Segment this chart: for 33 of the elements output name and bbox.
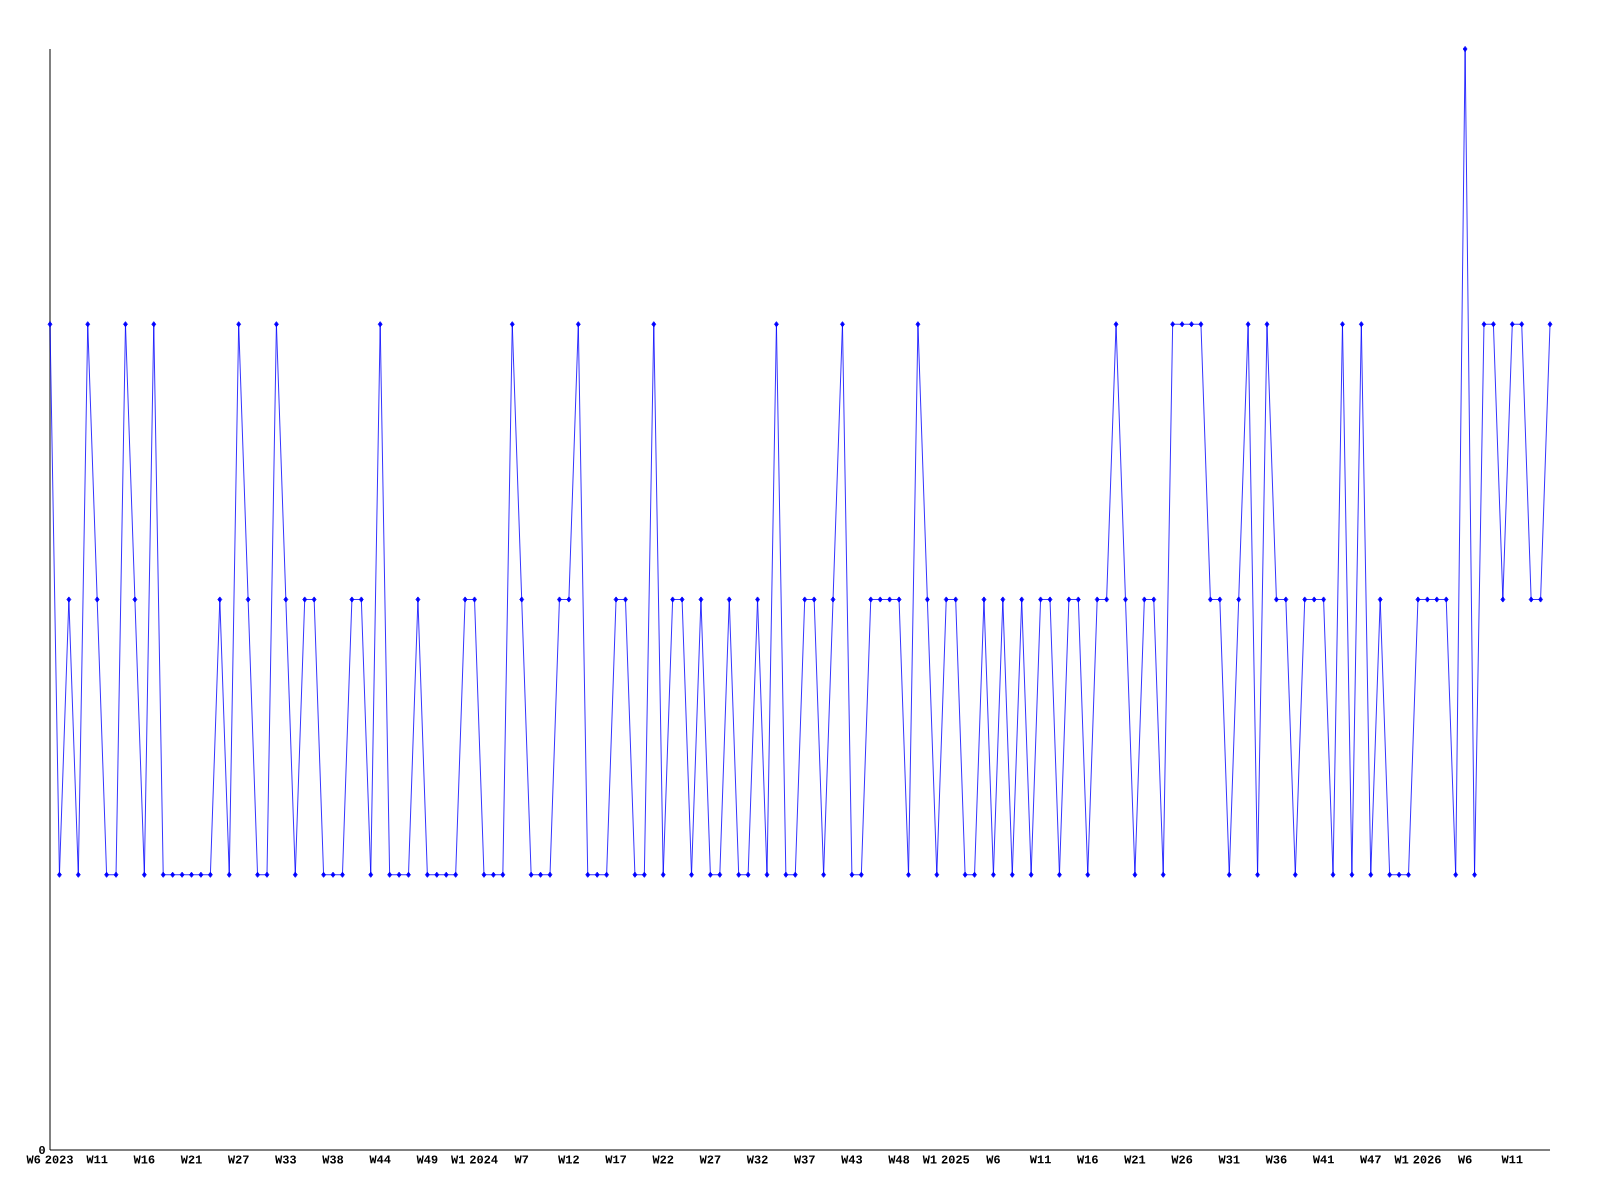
x-tick-label: W27 [699, 1155, 721, 1164]
x-tick-label: W16 [1076, 1155, 1098, 1164]
x-tick-label: W6 [1457, 1155, 1472, 1164]
x-tick-label: W11 [1029, 1155, 1051, 1164]
x-tick-label: W47 [1360, 1155, 1381, 1164]
text: 0 [39, 1145, 45, 1155]
x-tick-label: W22 [652, 1155, 674, 1164]
x-tick-label: W33 [275, 1155, 296, 1164]
x-tick-label: W37 [793, 1155, 815, 1164]
x-tick-label: W7 [514, 1155, 529, 1164]
x-tick-label: W32 [746, 1155, 768, 1164]
x-tick-label: W43 [841, 1155, 863, 1164]
x-tick-label: W44 [369, 1155, 391, 1164]
x-tick-label: W17 [605, 1155, 626, 1164]
x-tick-label: W6 [986, 1155, 1000, 1164]
x-tick-label: W36 [1265, 1155, 1287, 1164]
x-tick-label: W12 [558, 1155, 579, 1164]
x-tick-label: W38 [322, 1155, 344, 1164]
x-tick-label: W1 2024 [451, 1155, 498, 1164]
x-tick-label: W31 [1218, 1155, 1240, 1164]
x-tick-label: W16 [133, 1155, 155, 1164]
x-tick-label: W26 [1171, 1155, 1193, 1164]
x-tick-label: W27 [227, 1155, 249, 1164]
x-tick-label: W48 [888, 1155, 910, 1164]
x-tick-label: W41 [1312, 1155, 1334, 1164]
x-tick-label: W11 [86, 1155, 108, 1164]
x-tick-label: W1 2026 [1394, 1155, 1441, 1164]
x-tick-label: W49 [416, 1155, 438, 1164]
x-tick-label: W6 2023 [26, 1155, 73, 1164]
x-tick-label: W21 [1124, 1155, 1146, 1164]
x-tick-label: W11 [1501, 1155, 1523, 1164]
x-tick-label: W21 [180, 1155, 202, 1164]
x-tick-label: W1 2025 [922, 1155, 970, 1164]
